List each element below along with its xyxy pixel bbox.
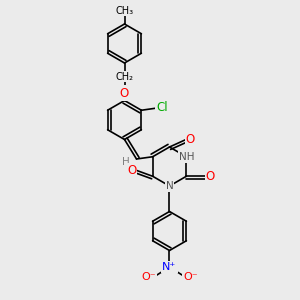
Text: O: O — [206, 170, 215, 183]
Text: N⁺: N⁺ — [162, 262, 177, 272]
Text: H: H — [122, 157, 130, 167]
Text: O: O — [186, 133, 195, 146]
Text: NH: NH — [178, 152, 194, 162]
Text: CH₃: CH₃ — [116, 5, 134, 16]
Text: O⁻: O⁻ — [141, 272, 156, 283]
Text: O: O — [127, 164, 136, 177]
Text: O⁻: O⁻ — [183, 272, 198, 283]
Text: Cl: Cl — [157, 101, 168, 114]
Text: N: N — [166, 181, 173, 191]
Text: CH₂: CH₂ — [116, 71, 134, 82]
Text: O: O — [120, 86, 129, 100]
